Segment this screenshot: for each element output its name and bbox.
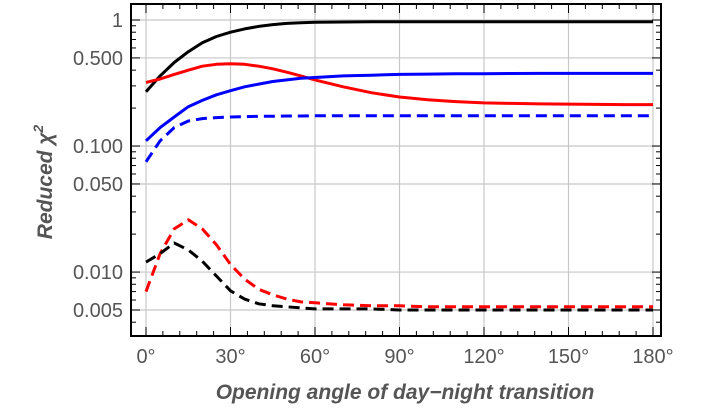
x-tick-label: 30° xyxy=(215,346,245,368)
axis-ticks xyxy=(131,4,661,336)
y-tick-label: 0.100 xyxy=(73,136,123,158)
x-tick-label: 0° xyxy=(136,346,155,368)
y-axis-title-main: Reduced χ xyxy=(34,132,57,240)
y-tick-label: 0.500 xyxy=(73,48,123,70)
x-tick-label: 120° xyxy=(463,346,504,368)
y-axis-title: Reduced χ2 xyxy=(30,125,57,240)
series-line-3 xyxy=(144,71,653,142)
series-line-2 xyxy=(145,62,653,107)
x-tick-label: 150° xyxy=(548,346,589,368)
plot-frame xyxy=(130,3,662,337)
series-line-1 xyxy=(144,20,653,93)
series-line-6 xyxy=(145,241,653,312)
x-tick-label: 60° xyxy=(300,346,330,368)
x-axis-title: Opening angle of day−night transition xyxy=(216,381,595,404)
x-tick-labels: 0° 30° 60° 90° 120° 150° 180° xyxy=(136,346,673,368)
y-tick-label: 0.010 xyxy=(73,262,123,284)
y-tick-labels: 0.005 0.010 0.050 0.100 0.500 1 xyxy=(73,10,123,322)
y-tick-label: 0.005 xyxy=(73,300,123,322)
y-tick-label: 0.050 xyxy=(73,174,123,196)
x-tick-label: 180° xyxy=(632,346,673,368)
grid-lines xyxy=(131,4,661,336)
series-line-4 xyxy=(144,114,653,163)
series-line-5 xyxy=(144,218,653,309)
y-axis-title-superscript: 2 xyxy=(30,125,46,134)
series-layer xyxy=(144,20,653,312)
x-tick-label: 90° xyxy=(384,346,414,368)
y-tick-label: 1 xyxy=(112,10,123,32)
